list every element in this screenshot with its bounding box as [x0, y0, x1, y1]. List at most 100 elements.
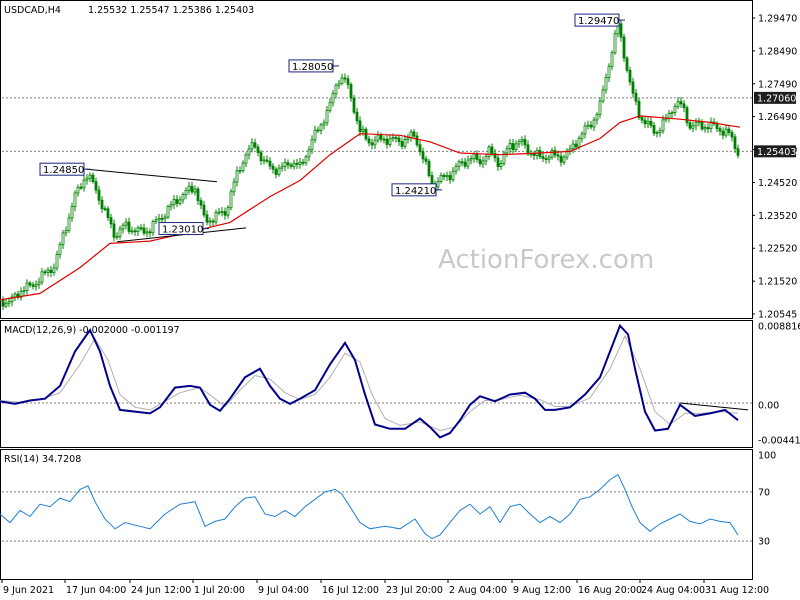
candle	[202, 200, 206, 218]
candle-body	[610, 52, 614, 67]
candle-body	[421, 151, 425, 160]
candle	[283, 158, 287, 172]
candle-body	[40, 271, 44, 283]
candle-body	[670, 112, 674, 114]
candle-body	[514, 143, 518, 151]
candle-body	[577, 137, 581, 148]
candle	[706, 123, 710, 134]
candle	[88, 172, 92, 183]
candle	[625, 55, 629, 73]
candle-body	[142, 227, 146, 234]
candle	[265, 155, 269, 164]
candle	[244, 152, 248, 168]
candle-body	[4, 302, 8, 307]
candle-body	[283, 162, 287, 168]
rsi-tick-label: 30	[758, 537, 770, 548]
candle	[589, 121, 593, 130]
candle-body	[256, 146, 260, 153]
candle-body	[316, 129, 320, 132]
candle-body	[325, 110, 329, 124]
candle-body	[502, 152, 506, 164]
candle	[613, 29, 617, 55]
candle-body	[139, 227, 143, 230]
candle	[118, 225, 122, 240]
candle	[91, 172, 95, 184]
candle-body	[688, 122, 692, 129]
candle-body	[7, 301, 11, 304]
candle-body	[58, 243, 62, 255]
time-tick-label: 24 Aug 04:00	[641, 585, 705, 596]
candle	[130, 226, 134, 235]
candle-body	[118, 228, 122, 237]
candle-body	[499, 163, 503, 167]
candle-body	[601, 89, 605, 102]
candle-body	[34, 284, 38, 287]
candle-body	[559, 155, 563, 163]
candle-body	[580, 133, 584, 139]
candle	[463, 157, 467, 169]
candle	[289, 162, 293, 170]
time-tick-label: 16 Aug 20:00	[578, 585, 642, 596]
candle	[169, 200, 173, 211]
candle	[226, 205, 230, 219]
candle	[304, 154, 308, 166]
candle-body	[166, 206, 170, 218]
candle-body	[43, 271, 47, 274]
candle	[52, 263, 56, 276]
candle	[79, 183, 83, 190]
candle	[343, 73, 347, 83]
candle-body	[427, 160, 431, 176]
candle-body	[307, 149, 311, 158]
candle	[676, 97, 680, 110]
candle-body	[640, 117, 644, 121]
candle	[160, 214, 164, 224]
rsi-title: RSI(14) 34.7208	[4, 454, 81, 465]
candle	[181, 192, 185, 204]
candle-body	[259, 152, 263, 162]
candle	[496, 153, 500, 172]
candle	[673, 103, 677, 116]
candle-body	[205, 214, 209, 223]
candle-body	[661, 119, 665, 132]
candle	[466, 155, 470, 170]
candle-body	[634, 92, 638, 102]
candle-body	[625, 57, 629, 71]
candle	[715, 121, 719, 133]
candle	[250, 138, 254, 153]
candle-body	[175, 199, 179, 204]
candle	[508, 139, 512, 154]
callout-label: 1.28050	[292, 62, 333, 73]
candle	[481, 156, 485, 169]
candle-body	[469, 158, 473, 161]
candle	[148, 228, 152, 238]
candle-body	[121, 224, 125, 230]
candle	[13, 292, 17, 302]
candle	[172, 195, 176, 209]
candle-body	[721, 130, 725, 136]
candle	[721, 127, 725, 140]
candle	[367, 135, 371, 147]
candle-body	[658, 130, 662, 133]
candle-body	[700, 121, 704, 130]
time-tick-label: 24 Jun 12:00	[131, 585, 191, 596]
candle-body	[271, 165, 275, 170]
candle	[679, 97, 683, 108]
watermark: ActionForex.com	[438, 245, 654, 275]
candle-body	[550, 150, 554, 158]
candle	[406, 133, 410, 144]
candle	[493, 148, 497, 163]
candle	[55, 250, 59, 271]
candle-body	[643, 119, 647, 125]
candle-body	[715, 123, 719, 129]
candle-body	[682, 103, 686, 109]
candle-body	[481, 160, 485, 165]
candle	[583, 122, 587, 139]
candle	[628, 66, 632, 86]
candle	[358, 116, 362, 137]
candle-body	[265, 159, 269, 162]
candle-body	[49, 269, 53, 273]
callout-label: 1.24850	[43, 165, 84, 176]
candle-body	[46, 269, 50, 273]
candle	[682, 100, 686, 113]
candle-body	[214, 212, 218, 223]
